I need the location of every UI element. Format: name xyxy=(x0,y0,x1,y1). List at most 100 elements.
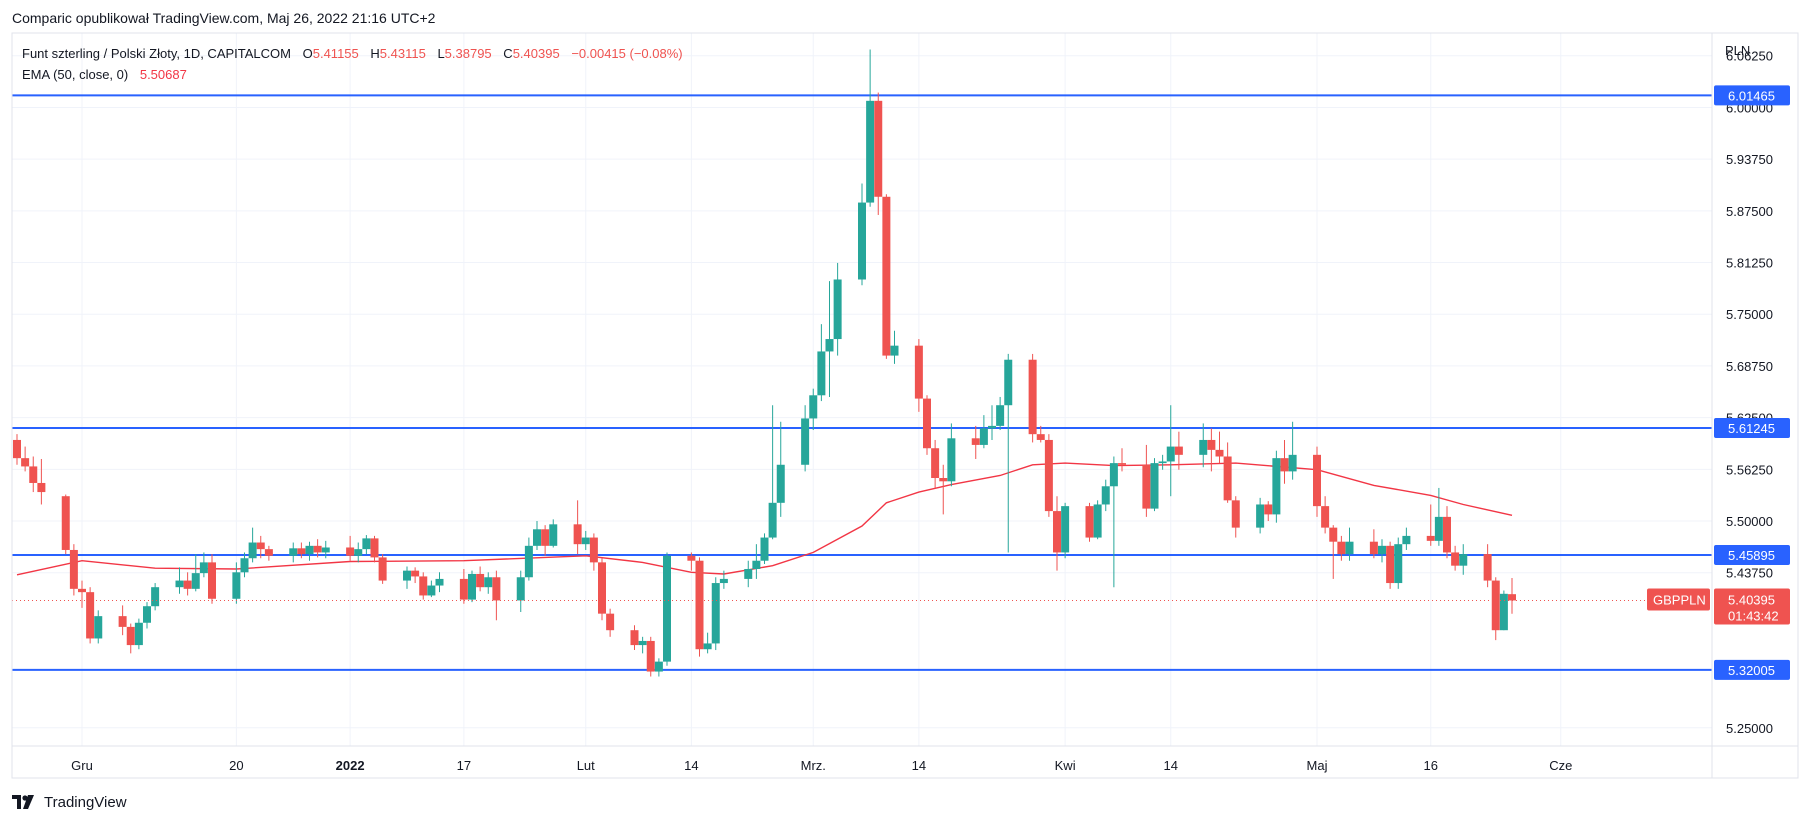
candle xyxy=(1426,504,1435,546)
legend-change: −0.00415 (−0.08%) xyxy=(571,46,682,61)
candle xyxy=(175,567,184,594)
candle xyxy=(134,618,143,650)
price-axis[interactable]: 6.062506.000005.937505.875005.812505.750… xyxy=(1726,49,1773,736)
candle xyxy=(606,608,615,637)
candle xyxy=(971,425,980,459)
hline-badge-bg xyxy=(1714,418,1790,439)
candle-body xyxy=(516,577,525,601)
candle xyxy=(874,92,883,215)
candle xyxy=(914,339,923,412)
hline-price-badge: 5.45895 xyxy=(1714,544,1790,565)
candle xyxy=(378,554,387,584)
horizontal-lines xyxy=(12,94,1712,671)
candle xyxy=(313,539,322,558)
candle xyxy=(630,625,639,651)
candle xyxy=(61,494,70,555)
candle xyxy=(1459,544,1468,575)
legend-open-value: 5.41155 xyxy=(313,46,359,61)
candle-body xyxy=(768,502,777,538)
candle-body xyxy=(403,570,411,581)
last-price-badge-bg xyxy=(1714,588,1790,625)
candle xyxy=(13,434,21,465)
x-tick-label: 14 xyxy=(1164,758,1178,773)
candle-body xyxy=(1109,463,1118,487)
x-tick-label: 14 xyxy=(912,758,926,773)
candle-body xyxy=(1386,545,1395,584)
candle xyxy=(1491,577,1500,641)
candle xyxy=(1272,450,1281,523)
x-tick-label: 20 xyxy=(229,758,243,773)
candle-body xyxy=(1280,458,1289,472)
candle-body xyxy=(979,428,988,445)
candle-body xyxy=(1313,454,1321,507)
candle xyxy=(1044,434,1053,517)
candle xyxy=(1378,539,1386,563)
candle-body xyxy=(78,588,86,593)
time-axis[interactable]: Gru 20 2022 17 Lut 14 Mrz. 14 Kwi 14 Maj 16 Cze xyxy=(71,758,1572,773)
candle-body xyxy=(744,568,753,579)
candle xyxy=(711,577,720,651)
candle xyxy=(1166,405,1175,497)
candle xyxy=(118,605,127,636)
candle xyxy=(1321,496,1330,534)
candle-body xyxy=(1459,554,1468,566)
candle xyxy=(573,500,582,555)
candle xyxy=(931,439,940,488)
candle xyxy=(289,542,298,563)
candle-body xyxy=(118,616,127,627)
candle xyxy=(1329,525,1338,579)
candle-body xyxy=(419,576,428,596)
candle xyxy=(1004,353,1013,553)
candle-body xyxy=(1272,458,1281,515)
candle-body xyxy=(13,439,21,459)
candle xyxy=(549,519,558,548)
candle xyxy=(1231,496,1240,538)
legend-row-1: Funt szterling / Polski Złoty, 1D, CAPIT… xyxy=(22,46,683,61)
last-price-value: 5.40395 xyxy=(1728,592,1775,607)
candle xyxy=(354,542,363,563)
bar-countdown: 01:43:42 xyxy=(1728,608,1779,623)
candle-body xyxy=(476,573,485,588)
candle-body xyxy=(630,630,639,646)
symbol-badge-label: GBPPLN xyxy=(1653,592,1706,607)
grid xyxy=(12,33,1712,746)
candle-body xyxy=(1174,446,1183,455)
candle xyxy=(663,552,671,666)
hline-badge-value: 5.32005 xyxy=(1728,663,1775,678)
candle-body xyxy=(134,622,143,646)
candle-body xyxy=(183,580,192,589)
candle xyxy=(866,49,875,207)
legend-high-label: H xyxy=(370,46,379,61)
candle-body xyxy=(199,562,208,574)
x-tick-label: 14 xyxy=(684,758,698,773)
candle-body xyxy=(874,100,883,197)
currency-label: PLN xyxy=(1725,43,1750,58)
y-tick-label: 5.75000 xyxy=(1726,307,1773,322)
legend-row-2: EMA (50, close, 0) 5.50687 xyxy=(22,67,187,82)
candle-body xyxy=(996,405,1005,426)
candle xyxy=(476,566,485,592)
candle-body xyxy=(760,537,769,561)
candle-body xyxy=(69,549,78,589)
candle xyxy=(1394,537,1403,589)
candle-body xyxy=(1118,463,1126,465)
legend-open-label: O xyxy=(303,46,313,61)
candle-body xyxy=(378,557,387,581)
candle xyxy=(419,572,428,600)
legend-low-value: 5.38795 xyxy=(445,46,492,61)
candle-body xyxy=(1044,439,1053,512)
candle xyxy=(768,405,777,540)
candle xyxy=(1053,496,1061,571)
candle-body xyxy=(825,339,834,352)
candle-body xyxy=(321,547,330,553)
candle xyxy=(996,396,1005,431)
candle xyxy=(1061,502,1070,559)
candle-body xyxy=(1036,434,1045,440)
candle-body xyxy=(21,458,30,467)
candle xyxy=(890,330,899,364)
hline-badge-value: 5.45895 xyxy=(1728,548,1775,563)
candle-body xyxy=(654,661,663,672)
y-tick-label: 5.50000 xyxy=(1726,514,1773,529)
candle-body xyxy=(646,640,655,672)
